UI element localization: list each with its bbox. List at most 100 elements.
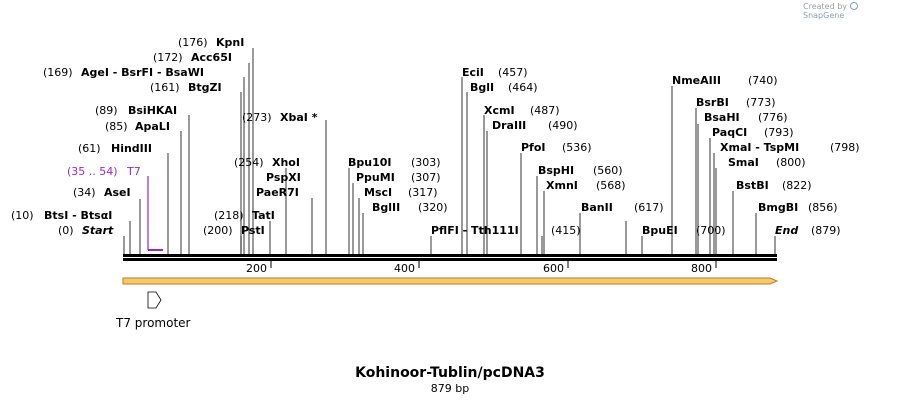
feature-track[interactable]: T7 promoter	[115, 277, 779, 330]
credit-brand: SnapGene	[803, 11, 845, 20]
site-label-banii[interactable]: BanII	[581, 201, 613, 214]
site-label-pflfi[interactable]: PflFI - Tth111I	[431, 224, 519, 237]
site-label-ecii[interactable]: EciI	[462, 66, 484, 79]
site-num: (61)	[78, 142, 101, 155]
site-label-msci[interactable]: MscI	[364, 186, 392, 199]
feature-arrow[interactable]	[122, 277, 779, 285]
site-label-asei[interactable]: AseI	[104, 186, 131, 199]
site-labels: (176) KpnI (172) Acc65I (169) AgeI - Bsr…	[11, 36, 860, 237]
site-label-kpni[interactable]: KpnI	[216, 36, 244, 49]
site-num: (490)	[548, 119, 578, 132]
site-num: (773)	[746, 96, 776, 109]
site-label-bsrbi[interactable]: BsrBI	[696, 96, 729, 109]
ruler-label: 800	[691, 262, 712, 275]
backbone-strand-top	[123, 254, 777, 257]
site-num: (303)	[411, 156, 441, 169]
site-num: (161)	[150, 81, 180, 94]
site-label-bsahi[interactable]: BsaHI	[704, 111, 740, 124]
site-num: (85)	[105, 120, 128, 133]
site-label-xcmi[interactable]: XcmI	[484, 104, 515, 117]
site-num: (307)	[411, 171, 441, 184]
site-label-hindiii[interactable]: HindIII	[111, 142, 152, 155]
site-num: (34)	[73, 186, 96, 199]
site-num: (487)	[530, 104, 560, 117]
site-label-bmgbi[interactable]: BmgBI	[758, 201, 798, 214]
site-num: (793)	[764, 126, 794, 139]
map-title: Kohinoor-Tublin/pcDNA3	[355, 365, 545, 381]
site-num: (740)	[748, 74, 778, 87]
site-label-bglii[interactable]: BglII	[372, 201, 400, 214]
site-label-xmni[interactable]: XmnI	[546, 179, 578, 192]
primer-label-t7[interactable]: T7	[126, 165, 141, 178]
end-label: End	[775, 224, 798, 237]
ruler-label: 400	[394, 262, 415, 275]
site-label-paer7i[interactable]: PaeR7I	[256, 186, 299, 199]
credit-line: Created by SnapGene	[803, 2, 900, 20]
ruler-label: 200	[246, 262, 267, 275]
site-num: (89)	[95, 104, 118, 117]
site-label-ppumi[interactable]: PpuMI	[356, 171, 395, 184]
site-label-agei[interactable]: AgeI - BsrFI - BsaWI	[81, 66, 204, 79]
map-length: 879 bp	[430, 382, 470, 395]
site-num: (856)	[808, 201, 838, 214]
site-num: (320)	[418, 201, 448, 214]
site-num: (176)	[178, 36, 208, 49]
site-num: (776)	[758, 111, 788, 124]
site-label-draiii[interactable]: DraIII	[492, 119, 526, 132]
site-num: (10)	[11, 209, 34, 222]
credit-prefix: Created by	[803, 2, 848, 11]
site-num: (617)	[634, 201, 664, 214]
site-num: (273)	[242, 111, 272, 124]
site-label-bgli[interactable]: BglI	[470, 81, 494, 94]
start-label: Start	[82, 224, 114, 237]
site-label-smai[interactable]: SmaI	[728, 156, 759, 169]
site-label-xbai[interactable]: XbaI *	[280, 111, 318, 124]
site-label-pspxi[interactable]: PspXI	[266, 171, 301, 184]
site-label-bstbi[interactable]: BstBI	[736, 179, 769, 192]
primer-t7[interactable]	[147, 176, 163, 251]
site-num: (560)	[593, 164, 623, 177]
site-label-tati[interactable]: TatI	[252, 209, 275, 222]
site-label-xhoi[interactable]: XhoI	[272, 156, 300, 169]
t7-promoter-arrow-icon[interactable]	[147, 291, 162, 309]
site-lines	[123, 48, 776, 254]
site-label-pfoi[interactable]: PfoI	[521, 141, 546, 154]
site-label-btgzi[interactable]: BtgZI	[188, 81, 222, 94]
site-label-acc65i[interactable]: Acc65I	[191, 51, 232, 64]
site-label-bsphi[interactable]: BspHI	[538, 164, 574, 177]
site-label-paqci[interactable]: PaqCI	[712, 126, 747, 139]
site-label-nmeaiii[interactable]: NmeAIII	[672, 74, 721, 87]
snapgene-logo-icon	[849, 2, 858, 10]
site-num: (317)	[408, 186, 438, 199]
site-num: (568)	[596, 179, 626, 192]
site-label-xmai[interactable]: XmaI - TspMI	[720, 141, 799, 154]
start-pos: (0)	[58, 224, 74, 237]
site-num: (172)	[153, 51, 183, 64]
site-label-apali[interactable]: ApaLI	[135, 120, 170, 133]
site-num: (700)	[696, 224, 726, 237]
site-label-bpuei[interactable]: BpuEI	[642, 224, 678, 237]
site-num: (200)	[203, 224, 233, 237]
site-label-btsi[interactable]: BtsI - BtsαI	[44, 209, 112, 222]
site-num: (218)	[214, 209, 244, 222]
site-num: (415)	[551, 224, 581, 237]
site-num: (800)	[776, 156, 806, 169]
backbone-strand-bottom	[123, 258, 777, 261]
end-pos: (879)	[811, 224, 841, 237]
site-num: (464)	[508, 81, 538, 94]
ruler-ticks: 200 400 600 800	[246, 261, 717, 275]
site-label-bsihkai[interactable]: BsiHKAI	[128, 104, 177, 117]
site-num: (798)	[830, 141, 860, 154]
site-label-bpu10i[interactable]: Bpu10I	[348, 156, 392, 169]
site-num: (822)	[782, 179, 812, 192]
ruler-label: 600	[543, 262, 564, 275]
site-num: (254)	[234, 156, 264, 169]
site-num: (536)	[562, 141, 592, 154]
site-num: (169)	[43, 66, 73, 79]
site-num: (457)	[498, 66, 528, 79]
backbone[interactable]	[123, 254, 777, 261]
site-label-psti[interactable]: PstI	[241, 224, 265, 237]
feature-label-t7-promoter[interactable]: T7 promoter	[115, 316, 191, 330]
